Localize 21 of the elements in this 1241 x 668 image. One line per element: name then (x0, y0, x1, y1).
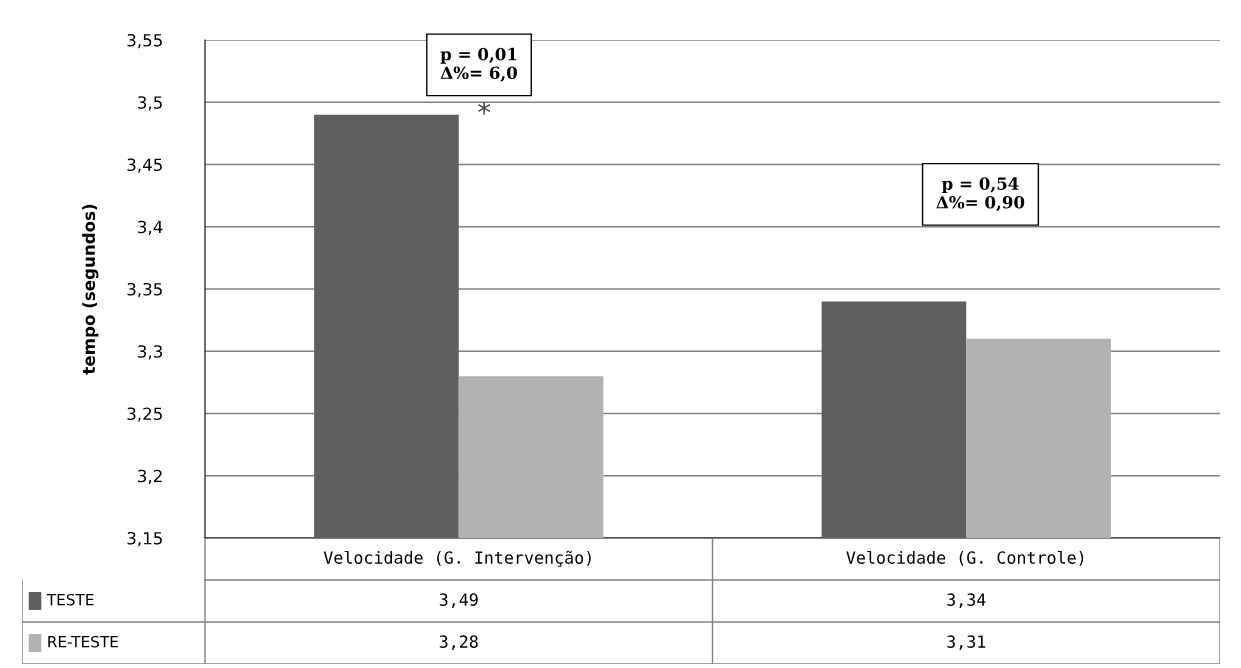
x-tick-label: Velocidade (G. Intervenção) (323, 550, 591, 567)
y-tick-label: 3,25 (127, 407, 162, 422)
y-tick-label: 3,2 (138, 469, 162, 485)
data-label: 3,49 (439, 593, 478, 608)
x-tick-label: Velocidade (G. Controle) (846, 550, 1084, 566)
legend-label: RE-TESTE (48, 635, 118, 648)
annotation: p = 0,54 Δ%= 0,90 (936, 177, 1025, 212)
data-label: 3,31 (947, 635, 986, 650)
y-tick-label: 3,5 (138, 96, 162, 111)
annotation: p = 0,01 Δ%= 6,0 (440, 47, 518, 82)
y-tick-label: 3,55 (127, 33, 162, 49)
y-tick-label: 3,4 (138, 220, 163, 236)
y-tick-label: 3,15 (127, 531, 162, 547)
y-tick-label: 3,3 (138, 345, 162, 360)
data-label: 3,34 (947, 593, 986, 608)
data-label: 3,28 (439, 635, 478, 650)
y-tick-label: 3,45 (127, 158, 162, 173)
annotation: * (478, 101, 491, 115)
legend-label: TESTE (46, 593, 94, 606)
y-axis-title: tempo (segundos) (82, 204, 99, 375)
y-tick-label: 3,35 (127, 282, 162, 298)
